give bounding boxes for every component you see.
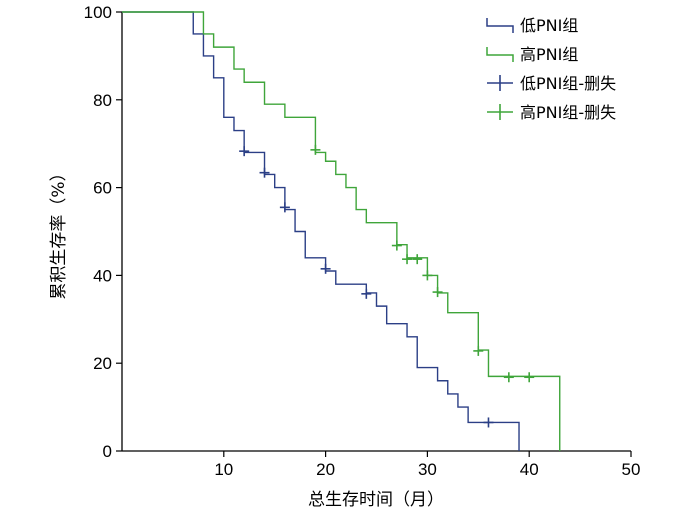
censor-mark-low-3 <box>320 263 331 274</box>
censor-mark-low-5 <box>483 417 494 428</box>
legend-label-1: 高PNI组 <box>520 45 578 64</box>
censor-mark-high-8 <box>524 372 535 383</box>
x-axis-title: 总生存时间（月） <box>308 490 444 510</box>
legend-line-swatch-1 <box>486 47 514 62</box>
y-tick-label-0: 0 <box>103 442 112 461</box>
legend-label-0: 低PNI组 <box>520 16 578 35</box>
legend-item-3: 高PNI组-删失 <box>487 103 616 122</box>
axes: 0 20 40 60 80 100 10 20 30 40 50 <box>84 3 641 479</box>
censor-mark-high-4 <box>422 270 433 281</box>
x-tick-label-10: 10 <box>214 460 233 479</box>
censor-mark-high-7 <box>503 372 514 383</box>
y-tick-label-100: 100 <box>84 3 112 22</box>
legend-item-2: 低PNI组-删失 <box>487 74 616 93</box>
legend-label-2: 低PNI组-删失 <box>520 74 616 93</box>
series-layer <box>122 11 561 451</box>
x-tick-label-20: 20 <box>316 460 335 479</box>
censor-mark-low-2 <box>279 202 290 213</box>
legend-label-3: 高PNI组-删失 <box>520 103 616 122</box>
y-tick-label-40: 40 <box>93 266 112 285</box>
series-line-low <box>122 11 520 451</box>
censor-mark-low-4 <box>361 288 372 299</box>
censor-mark-high-1 <box>391 240 402 251</box>
x-tick-label-50: 50 <box>622 460 641 479</box>
legend-item-1: 高PNI组 <box>486 45 578 64</box>
censor-mark-low-1 <box>259 167 270 178</box>
y-tick-label-80: 80 <box>93 91 112 110</box>
y-axis-title: 累积生存率（%） <box>49 164 69 299</box>
censor-mark-high-2 <box>402 254 413 265</box>
censor-mark-low-0 <box>239 146 250 157</box>
y-tick-label-20: 20 <box>93 354 112 373</box>
legend-item-0: 低PNI组 <box>486 16 578 35</box>
censor-mark-high-5 <box>432 287 443 298</box>
censor-mark-high-6 <box>473 345 484 356</box>
x-tick-label-40: 40 <box>520 460 539 479</box>
censor-mark-high-0 <box>310 144 321 155</box>
censor-mark-high-3 <box>412 254 423 265</box>
series-line-high <box>122 11 561 451</box>
x-tick-label-30: 30 <box>418 460 437 479</box>
legend-line-swatch-0 <box>486 18 514 33</box>
y-tick-label-60: 60 <box>93 179 112 198</box>
